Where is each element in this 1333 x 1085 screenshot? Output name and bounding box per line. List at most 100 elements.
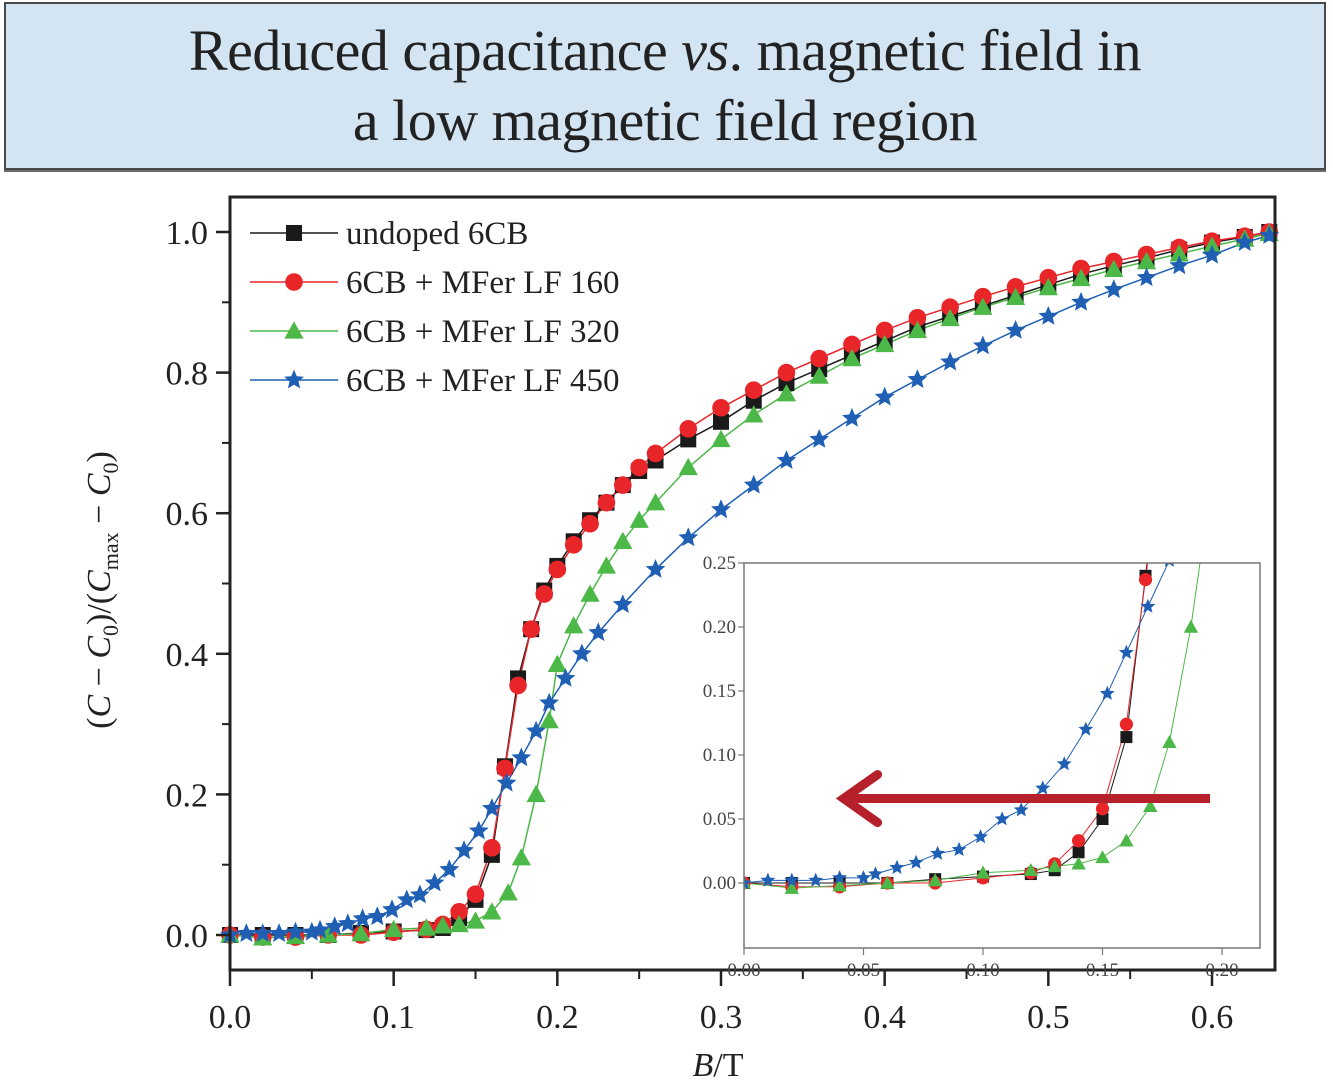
data-point-lf450	[874, 386, 895, 406]
inset-y-tick-label: 0.00	[703, 873, 736, 894]
data-point-lf320	[539, 710, 559, 729]
legend-label: 6CB + MFer LF 450	[346, 363, 619, 399]
data-point-lf450	[382, 899, 402, 919]
inset-background	[744, 563, 1260, 948]
data-point-lf160	[1006, 278, 1025, 296]
inset-data-point-lf160	[1072, 834, 1086, 848]
data-point-lf320	[907, 320, 927, 339]
inset-data-point-lf450	[832, 870, 847, 885]
inset-data-point-lf450	[930, 845, 945, 860]
inset-data-point-lf450	[973, 829, 988, 844]
inset-data-point-lf450	[994, 811, 1010, 826]
data-point-lf450	[1005, 320, 1026, 339]
y-tick-label: 0.0	[166, 918, 209, 955]
data-point-lf450	[310, 919, 330, 939]
data-point-lf450	[645, 559, 666, 578]
inset-data-point-lf450	[1140, 598, 1156, 613]
inset-y-tick-label: 0.15	[703, 681, 736, 702]
data-point-lf320	[940, 308, 960, 327]
data-point-lf320	[498, 883, 518, 901]
inset-data-point-lf320	[1047, 859, 1062, 873]
data-point-lf450	[539, 692, 559, 712]
inset-series-line-undoped	[744, 563, 1148, 884]
data-point-lf320	[564, 616, 584, 634]
x-tick-label: 0.5	[1027, 999, 1070, 1036]
x-tick-label: 0.0	[209, 999, 252, 1036]
data-point-lf320	[1038, 277, 1058, 296]
inset-data-point-lf450	[856, 870, 871, 885]
x-axis-title: B/T	[693, 1047, 744, 1084]
data-point-lf320	[744, 405, 764, 423]
inset-series-line-lf320	[744, 563, 1201, 889]
data-point-lf160	[548, 560, 567, 579]
inset-plot-area	[744, 563, 1201, 894]
legend-item: 6CB + MFer LF 160	[250, 265, 619, 301]
inset-x-tick-label: 0.15	[1086, 960, 1119, 981]
data-point-lf320	[973, 297, 993, 315]
inset-data-point-lf320	[1143, 799, 1158, 812]
data-point-lf320	[645, 493, 666, 511]
data-point-lf450	[410, 884, 430, 904]
data-point-lf450	[396, 889, 417, 909]
inset-arrow-annotation	[835, 770, 1211, 828]
inset-axes: 0.00 0.05 0.10 0.15 0.20 0.00 0.05 0.10 0.15 0.20…	[703, 553, 1239, 981]
data-point-lf320	[1104, 259, 1124, 277]
data-point-lf450	[439, 859, 460, 878]
inset-data-point-lf450	[808, 872, 824, 887]
data-point-lf160	[466, 885, 485, 904]
inset-y-tick-label: 0.25	[703, 553, 736, 574]
legend-label: undoped 6CB	[346, 216, 528, 252]
inset-data-point-lf450	[951, 841, 967, 856]
inset-data-point-lf450	[760, 872, 776, 887]
data-point-lf320	[580, 584, 600, 602]
inset-data-point-lf320	[1119, 833, 1134, 847]
inset-y-tick-label: 0.05	[703, 809, 736, 830]
data-point-lf450	[1038, 306, 1059, 325]
data-point-lf450	[1202, 244, 1222, 264]
y-tick-label: 0.6	[166, 496, 209, 533]
data-point-lf160	[483, 839, 501, 857]
inset-data-point-lf450	[744, 875, 752, 890]
legend-marker-triangle	[284, 321, 304, 339]
x-tick-label: 0.4	[863, 999, 906, 1036]
legend-marker-square	[286, 225, 302, 241]
inset-y-tick-label: 0.20	[703, 617, 736, 638]
data-point-lf160	[496, 759, 514, 778]
data-point-lf450	[809, 429, 830, 448]
data-point-lf320	[1071, 268, 1091, 287]
inset-data-point-lf320	[975, 865, 991, 879]
data-point-lf450	[1169, 255, 1190, 275]
data-point-lf450	[1071, 291, 1091, 311]
data-point-lf450	[572, 643, 592, 663]
data-point-lf320	[547, 654, 567, 673]
inset-data-point-undoped	[1096, 813, 1109, 825]
main-plot-area	[220, 223, 1280, 946]
inset-series-line-lf450	[744, 563, 1169, 884]
x-axis-unit: /T	[713, 1047, 743, 1084]
data-point-lf320	[1006, 287, 1026, 306]
inset-data-point-lf320	[1183, 619, 1199, 633]
data-point-lf160	[941, 298, 959, 317]
data-point-lf320	[384, 919, 404, 938]
data-point-lf320	[449, 914, 469, 933]
data-point-lf320	[318, 925, 338, 943]
data-point-lf450	[454, 840, 474, 860]
data-point-lf450	[1234, 232, 1255, 251]
data-point-lf160	[679, 420, 698, 438]
data-point-lf450	[337, 913, 358, 933]
inset-data-point-lf450	[784, 872, 800, 887]
data-point-lf320	[613, 531, 633, 549]
data-point-lf160	[875, 321, 894, 340]
data-point-lf450	[776, 450, 797, 469]
x-axis-var: B	[693, 1047, 714, 1084]
data-point-lf320	[596, 556, 617, 574]
inset-data-point-lf450	[889, 859, 905, 874]
inset-data-point-lf320	[928, 873, 943, 887]
legend-marker-star	[284, 369, 304, 389]
inset-data-point-lf160	[1138, 573, 1153, 587]
data-point-lf450	[973, 335, 993, 355]
data-point-lf450	[743, 474, 764, 494]
data-point-lf160	[646, 444, 665, 463]
inset-data-point-lf450	[1164, 563, 1174, 567]
data-point-lf320	[1136, 251, 1157, 270]
